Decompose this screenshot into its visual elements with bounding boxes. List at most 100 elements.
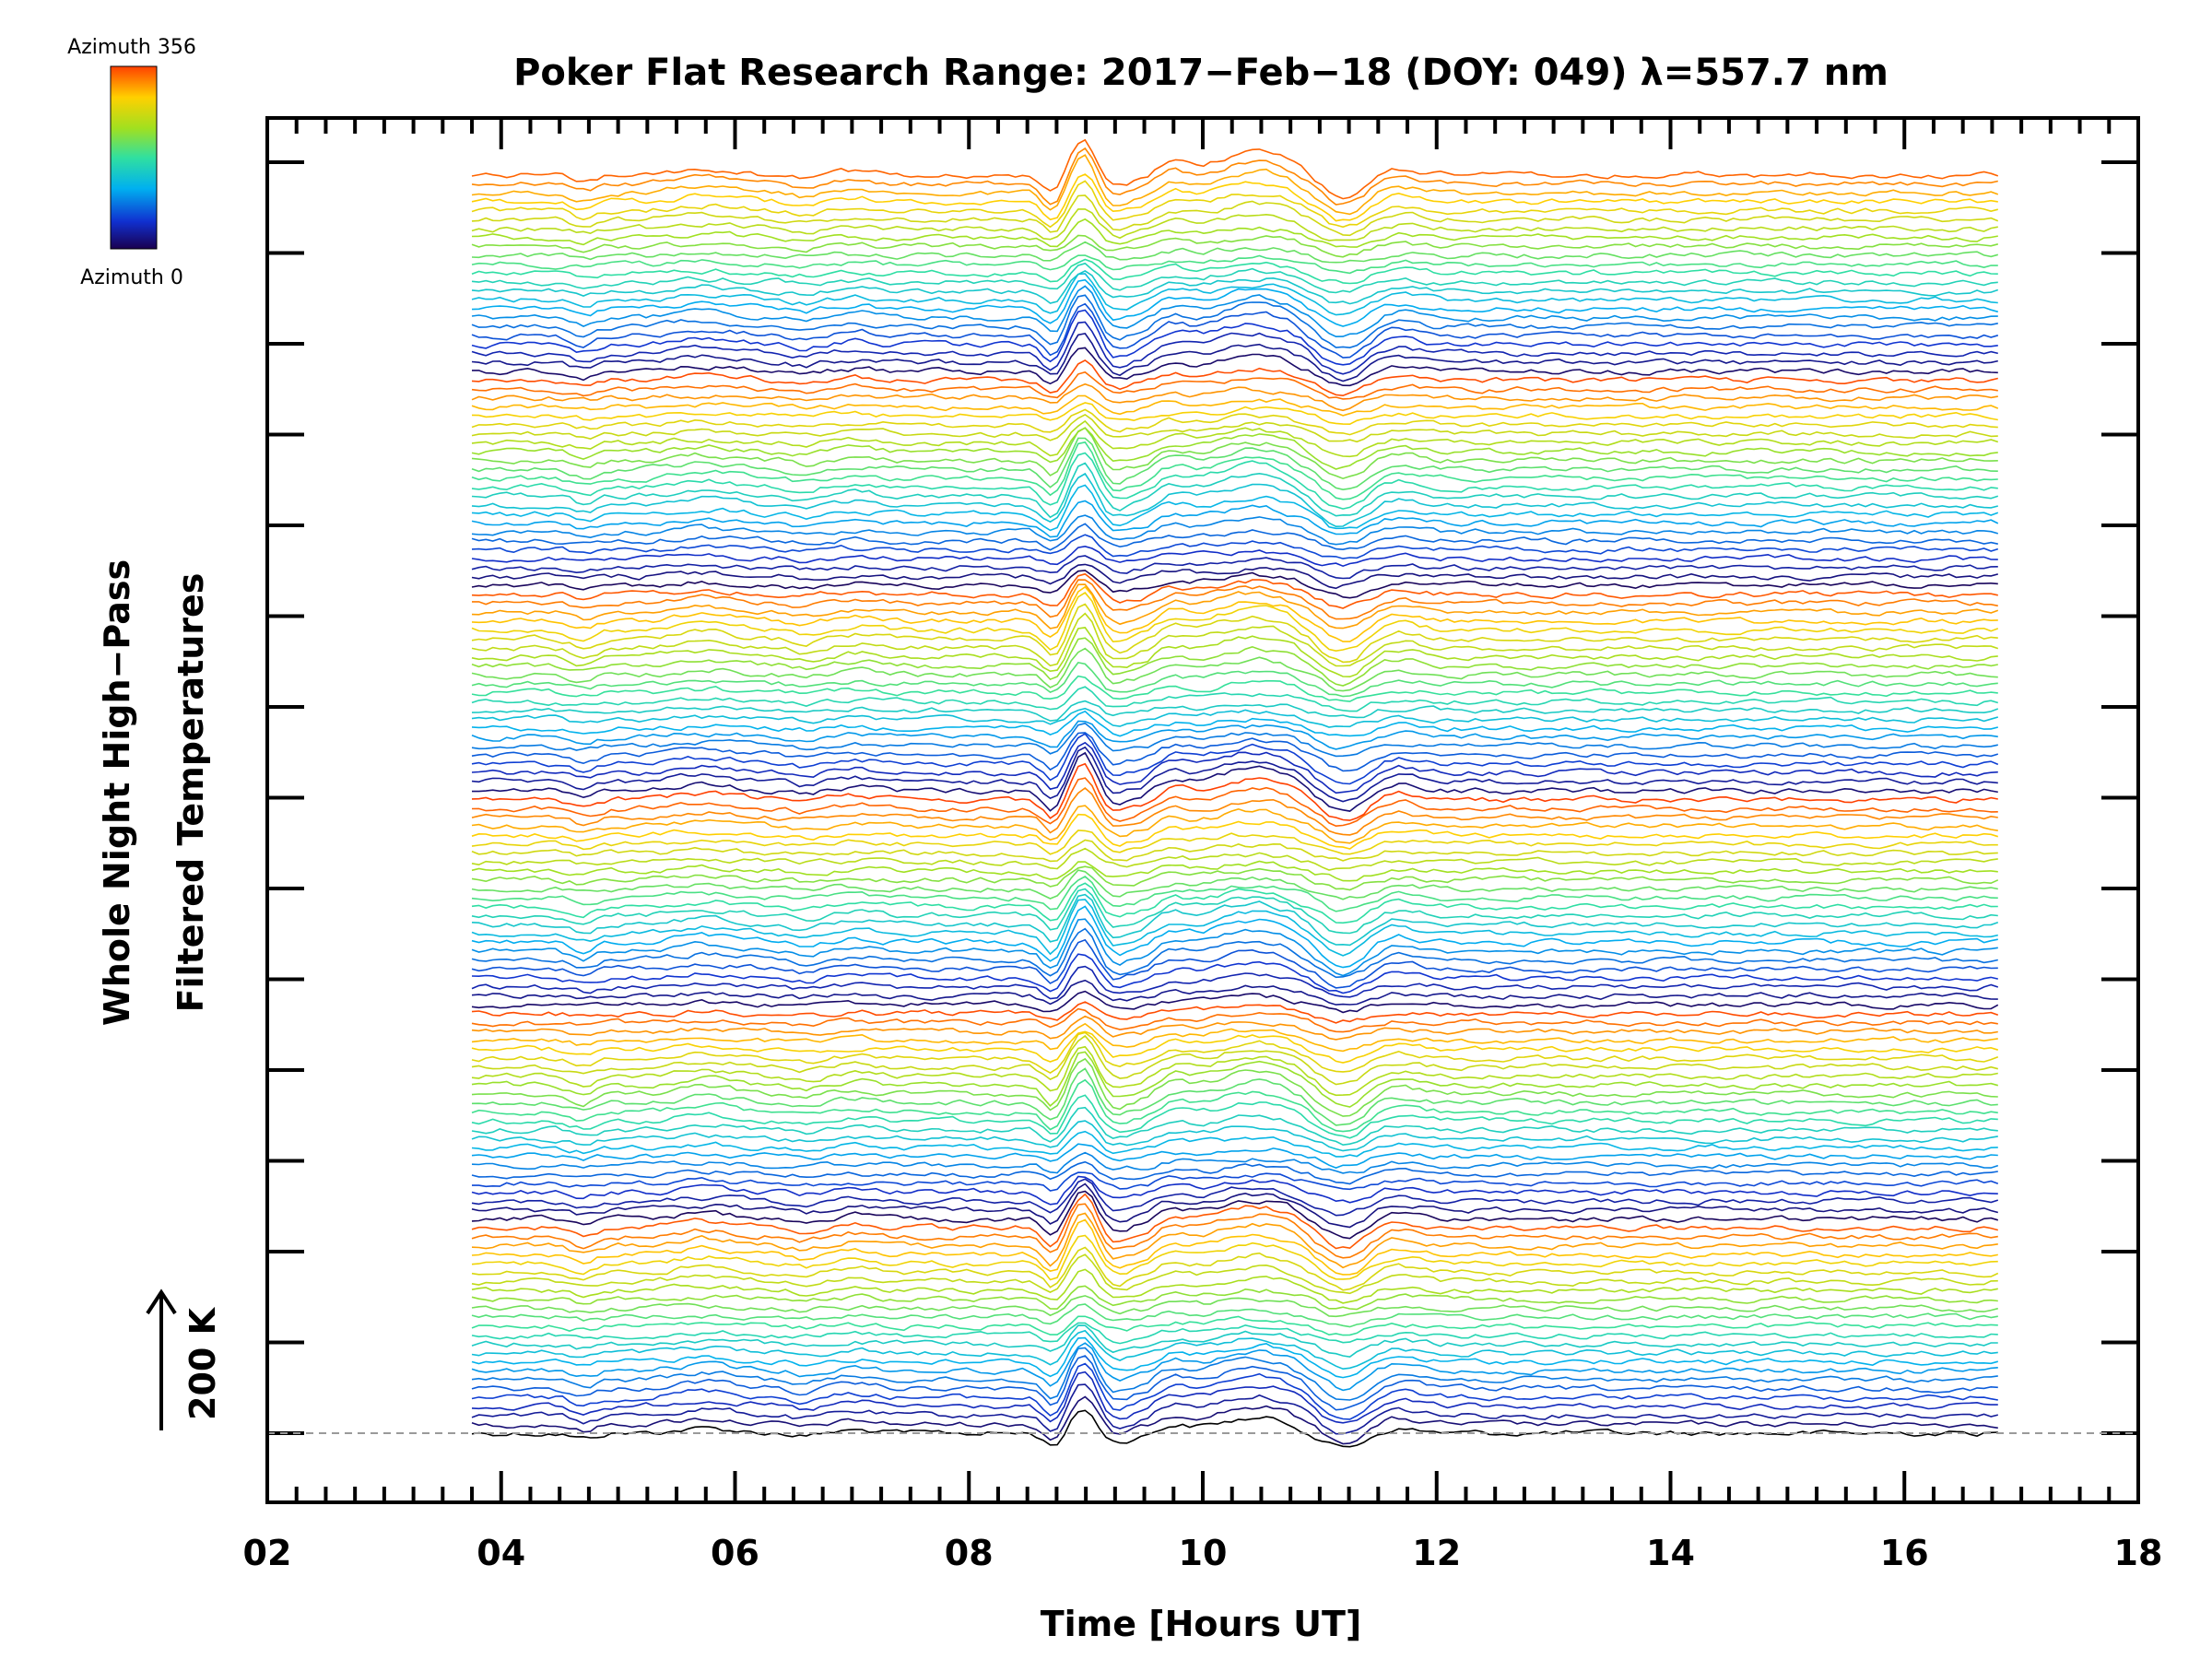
x-axis-title: Time [Hours UT] (1041, 1604, 1362, 1644)
trace-line (471, 675, 1998, 702)
trace-line (471, 1175, 1998, 1206)
trace-line (471, 905, 1998, 969)
trace-line (471, 938, 1998, 989)
trace-line (471, 592, 1999, 653)
trace-line (471, 1031, 1999, 1075)
trace-line (471, 710, 1998, 737)
trace-line (471, 603, 1998, 664)
trace-line (471, 1303, 1998, 1328)
trace-line (471, 860, 1998, 882)
trace-line (471, 927, 1998, 979)
scale-indicator: 200 K (146, 1288, 223, 1430)
x-tick-label: 18 (2114, 1533, 2163, 1573)
trace-line (471, 514, 1999, 546)
trace-line (471, 138, 1999, 200)
trace-line (471, 394, 1999, 417)
trace-line (471, 707, 1999, 728)
trace-line (471, 309, 1998, 366)
x-tick-label: 14 (1646, 1533, 1695, 1573)
trace-line (471, 1329, 1998, 1371)
trace-line (471, 427, 1998, 480)
trace-line (471, 1212, 1998, 1269)
trace-line (471, 1190, 1999, 1240)
trace-line (471, 1383, 1998, 1435)
trace-line (471, 285, 1998, 338)
trace-line (471, 1322, 1998, 1345)
trace-line (471, 1160, 1998, 1185)
trace-line (471, 472, 1998, 528)
trace-line (471, 208, 1998, 241)
trace-line (471, 402, 1998, 426)
trace-line (471, 1371, 1998, 1424)
plot-frame (265, 116, 2140, 1504)
trace-line (471, 437, 1998, 491)
trace-line (471, 321, 1998, 375)
y-axis-title-line2: Filtered Temperatures (171, 573, 211, 1013)
trace-line (471, 722, 1998, 758)
trace-line (471, 953, 1998, 994)
trace-line (471, 847, 1998, 871)
trace-line (471, 371, 1998, 400)
trace-line (471, 637, 1998, 687)
trace-line (472, 751, 1998, 812)
trace-line (471, 918, 1998, 977)
trace-line (471, 720, 1998, 750)
trace-line (471, 1395, 1998, 1445)
trace-line (471, 583, 1999, 629)
trace-line (471, 1106, 1998, 1147)
trace-line (471, 662, 1998, 698)
trace-line (471, 1409, 1998, 1448)
trace-line (471, 534, 1999, 559)
trace-line (471, 563, 1999, 590)
trace-line (471, 545, 1998, 568)
trace-line (471, 269, 1999, 305)
trace-line (472, 579, 1998, 620)
x-tick-label: 12 (1412, 1533, 1461, 1573)
trace-line (471, 555, 1998, 580)
trace-line (471, 805, 1998, 844)
trace-line (471, 1342, 1998, 1392)
x-tick-label: 04 (477, 1533, 525, 1573)
trace-line (472, 347, 1998, 387)
colorbar-min-label: Azimuth 0 (80, 266, 183, 289)
trace-line (471, 1045, 1998, 1097)
trace-line (471, 1178, 1999, 1217)
y-axis-title-line1: Whole Night High−Pass (97, 559, 137, 1026)
trace-line (471, 234, 1999, 258)
trace-line (471, 359, 1998, 397)
scale-arrow-head (146, 1288, 177, 1315)
trace-line (471, 869, 1998, 900)
trace-line (471, 741, 1998, 794)
trace-line (471, 1007, 1998, 1033)
trace-line (471, 1355, 1998, 1411)
trace-line (471, 572, 1998, 609)
trace-line (471, 523, 1998, 551)
trace-line (471, 1120, 1998, 1152)
trace-line (471, 1246, 1999, 1291)
trace-line (471, 786, 1998, 836)
colorbar (110, 65, 158, 250)
trace-line (471, 1315, 1998, 1336)
trace-line (471, 273, 1998, 316)
trace-line (471, 813, 1999, 850)
trace-line (471, 258, 1998, 285)
trace-line (471, 746, 1998, 803)
trace-line (471, 1051, 1999, 1108)
trace-line (471, 990, 1999, 1014)
trace-line (471, 647, 1998, 692)
trace-line (471, 1336, 1999, 1379)
trace-line (471, 979, 1998, 1006)
trace-line (471, 1130, 1998, 1158)
trace-line (471, 1234, 1998, 1281)
trace-line (471, 1067, 1998, 1126)
trace-line (471, 278, 1999, 327)
trace-line (471, 612, 1999, 667)
trace-line (471, 194, 1999, 237)
trace-line (471, 180, 1999, 229)
trace-line (471, 173, 1998, 222)
trace-line (471, 1030, 1999, 1064)
trace-line (471, 733, 1999, 785)
trace-line (471, 1218, 1998, 1276)
trace-line (471, 686, 1999, 712)
tick-group: 02 04 06 08 10 12 14 16 18 (243, 118, 2163, 1573)
